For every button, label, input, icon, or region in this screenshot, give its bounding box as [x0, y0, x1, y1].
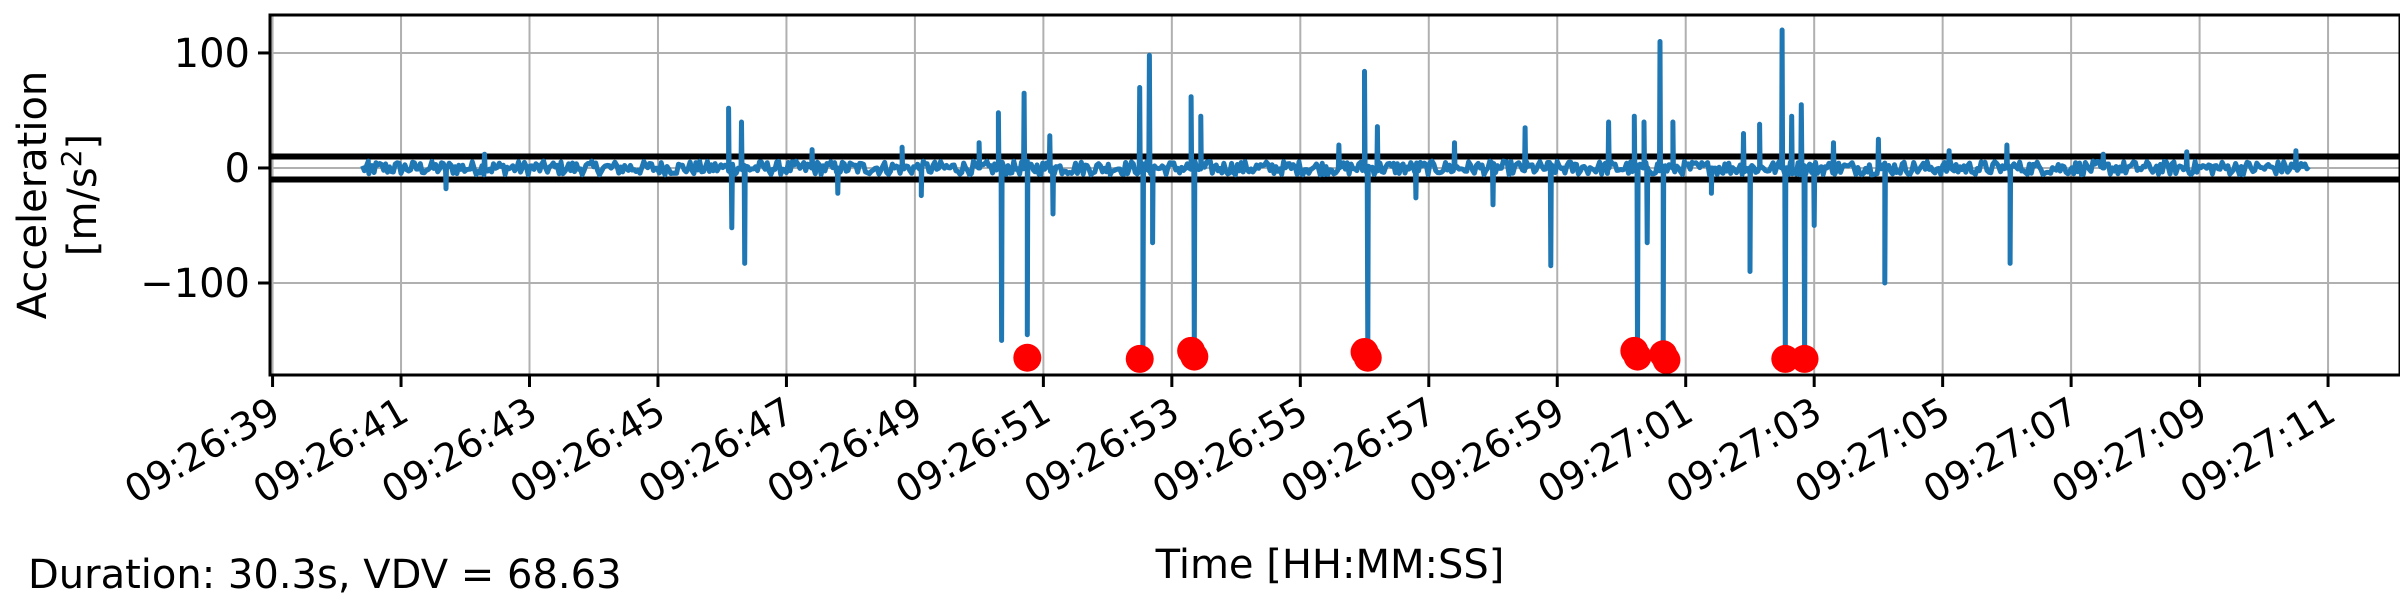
peak-marker — [1790, 344, 1819, 373]
acceleration-series-line — [360, 27, 2311, 361]
y-tick-label: 100 — [174, 31, 250, 77]
y-axis-ticks: 100 0 −100 — [140, 31, 270, 307]
plot-frame — [268, 13, 2400, 377]
y-axis-label-line2: [m/s2] — [55, 134, 106, 256]
y-tick-label: −100 — [140, 261, 250, 307]
peak-marker — [1771, 344, 1800, 373]
threshold-lines — [270, 153, 2400, 183]
peak-markers — [1013, 336, 1819, 375]
peak-marker — [1013, 343, 1042, 372]
y-tick-label: 0 — [225, 146, 250, 192]
x-axis-label: Time [HH:MM:SS] — [1155, 542, 1505, 588]
peak-marker — [1180, 342, 1209, 371]
grid — [270, 15, 2400, 375]
peak-marker — [1353, 343, 1382, 372]
duration-vdv-summary: Duration: 30.3s, VDV = 68.63 — [28, 552, 622, 598]
x-axis-ticks: 09:26:3909:26:4109:26:4309:26:4509:26:47… — [117, 375, 2343, 512]
peak-marker — [1125, 344, 1154, 373]
peak-marker — [1652, 346, 1681, 375]
peak-marker — [1623, 342, 1652, 371]
y-axis-label-line1: Acceleration — [10, 71, 56, 320]
